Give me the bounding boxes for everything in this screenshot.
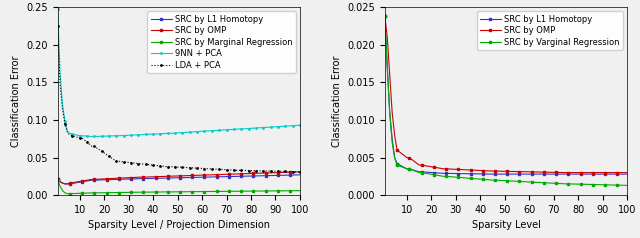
SRC by L1 Homotopy — [54, 178, 61, 181]
9NN + PCA — [296, 124, 304, 127]
Line: SRC by OMP: SRC by OMP — [56, 171, 301, 185]
SRC by L1 Homotopy — [61, 183, 68, 185]
Line: SRC by L1 Homotopy: SRC by L1 Homotopy — [56, 174, 301, 185]
SRC by OMP — [428, 165, 435, 168]
SRC by L1 Homotopy — [181, 176, 189, 179]
SRC by OMP — [279, 171, 287, 174]
SRC by L1 Homotopy — [286, 174, 294, 177]
SRC by L1 Homotopy — [296, 174, 304, 176]
SRC by OMP — [61, 183, 68, 185]
SRC by OMP — [506, 170, 513, 173]
SRC by Varginal Regression — [623, 184, 631, 187]
SRC by Marginal Regression — [286, 189, 294, 192]
SRC by L1 Homotopy — [201, 176, 209, 178]
SRC by L1 Homotopy — [623, 173, 631, 176]
Line: SRC by OMP: SRC by OMP — [384, 15, 628, 174]
SRC by L1 Homotopy — [103, 178, 111, 181]
SRC by L1 Homotopy — [437, 172, 445, 175]
SRC by OMP — [381, 15, 388, 18]
SRC by Varginal Regression — [604, 183, 611, 186]
SRC by L1 Homotopy — [489, 173, 497, 176]
Y-axis label: Classification Error: Classification Error — [11, 55, 20, 147]
SRC by Varginal Regression — [381, 15, 388, 18]
SRC by OMP — [201, 174, 209, 177]
SRC by Varginal Regression — [506, 179, 513, 182]
Line: LDA + PCA: LDA + PCA — [56, 25, 301, 173]
SRC by L1 Homotopy — [528, 173, 536, 176]
9NN + PCA — [201, 130, 209, 133]
SRC by OMP — [54, 178, 61, 181]
SRC by OMP — [614, 171, 621, 174]
SRC by OMP — [286, 171, 294, 174]
SRC by OMP — [296, 170, 304, 173]
SRC by OMP — [181, 174, 189, 177]
SRC by Varginal Regression — [611, 184, 619, 187]
Line: 9NN + PCA: 9NN + PCA — [56, 7, 301, 138]
SRC by L1 Homotopy — [606, 173, 614, 176]
LDA + PCA — [198, 167, 206, 170]
SRC by OMP — [525, 170, 533, 173]
Line: SRC by Marginal Regression: SRC by Marginal Regression — [56, 179, 301, 195]
SRC by L1 Homotopy — [113, 178, 120, 181]
LDA + PCA — [284, 170, 292, 173]
SRC by Marginal Regression — [201, 190, 209, 193]
SRC by OMP — [623, 171, 631, 174]
SRC by Varginal Regression — [428, 173, 435, 176]
SRC by Marginal Regression — [54, 179, 61, 182]
Y-axis label: Classification Error: Classification Error — [332, 55, 342, 147]
SRC by Marginal Regression — [279, 189, 287, 192]
SRC by Marginal Regression — [113, 191, 120, 194]
9NN + PCA — [286, 124, 294, 127]
SRC by OMP — [113, 177, 120, 180]
LDA + PCA — [276, 170, 284, 173]
Legend: SRC by L1 Homotopy, SRC by OMP, SRC by Marginal Regression, 9NN + PCA, LDA + PCA: SRC by L1 Homotopy, SRC by OMP, SRC by M… — [147, 11, 296, 73]
LDA + PCA — [100, 152, 108, 154]
SRC by Varginal Regression — [525, 180, 533, 183]
9NN + PCA — [54, 7, 61, 10]
Legend: SRC by L1 Homotopy, SRC by OMP, SRC by Varginal Regression: SRC by L1 Homotopy, SRC by OMP, SRC by V… — [477, 11, 623, 50]
SRC by OMP — [437, 167, 445, 170]
LDA + PCA — [54, 25, 61, 27]
SRC by OMP — [562, 171, 570, 174]
SRC by L1 Homotopy — [508, 173, 516, 176]
9NN + PCA — [113, 134, 120, 137]
LDA + PCA — [296, 170, 304, 173]
X-axis label: Sparsity Level / Projection Dimension: Sparsity Level / Projection Dimension — [88, 220, 270, 230]
SRC by L1 Homotopy — [614, 173, 621, 176]
SRC by Marginal Regression — [63, 192, 71, 195]
SRC by L1 Homotopy — [428, 171, 435, 174]
9NN + PCA — [103, 135, 111, 138]
9NN + PCA — [181, 131, 189, 134]
Line: SRC by Varginal Regression: SRC by Varginal Regression — [384, 15, 628, 186]
LDA + PCA — [179, 166, 186, 169]
SRC by L1 Homotopy — [381, 15, 388, 18]
SRC by Marginal Regression — [296, 189, 304, 192]
Line: SRC by L1 Homotopy: SRC by L1 Homotopy — [384, 15, 628, 175]
SRC by Marginal Regression — [181, 190, 189, 193]
9NN + PCA — [279, 125, 287, 128]
LDA + PCA — [110, 158, 118, 161]
SRC by L1 Homotopy — [279, 174, 287, 177]
SRC by OMP — [606, 171, 614, 174]
SRC by Varginal Regression — [437, 174, 445, 177]
X-axis label: Sparsity Level: Sparsity Level — [472, 220, 540, 230]
SRC by Marginal Regression — [103, 191, 111, 194]
SRC by OMP — [103, 177, 111, 180]
9NN + PCA — [88, 135, 96, 138]
